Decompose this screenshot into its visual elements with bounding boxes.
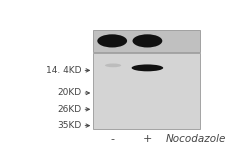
Text: -: -	[110, 134, 114, 144]
Ellipse shape	[133, 34, 162, 47]
Text: +: +	[143, 134, 152, 144]
Ellipse shape	[132, 64, 163, 71]
Ellipse shape	[97, 34, 127, 47]
Text: 14. 4KD: 14. 4KD	[46, 66, 82, 75]
Text: Nocodazole: Nocodazole	[165, 134, 226, 144]
Bar	[93, 53, 200, 129]
Ellipse shape	[105, 63, 121, 67]
Text: 35KD: 35KD	[57, 121, 82, 130]
Text: 26KD: 26KD	[57, 105, 82, 114]
Bar	[93, 30, 200, 52]
Text: 20KD: 20KD	[57, 89, 82, 97]
